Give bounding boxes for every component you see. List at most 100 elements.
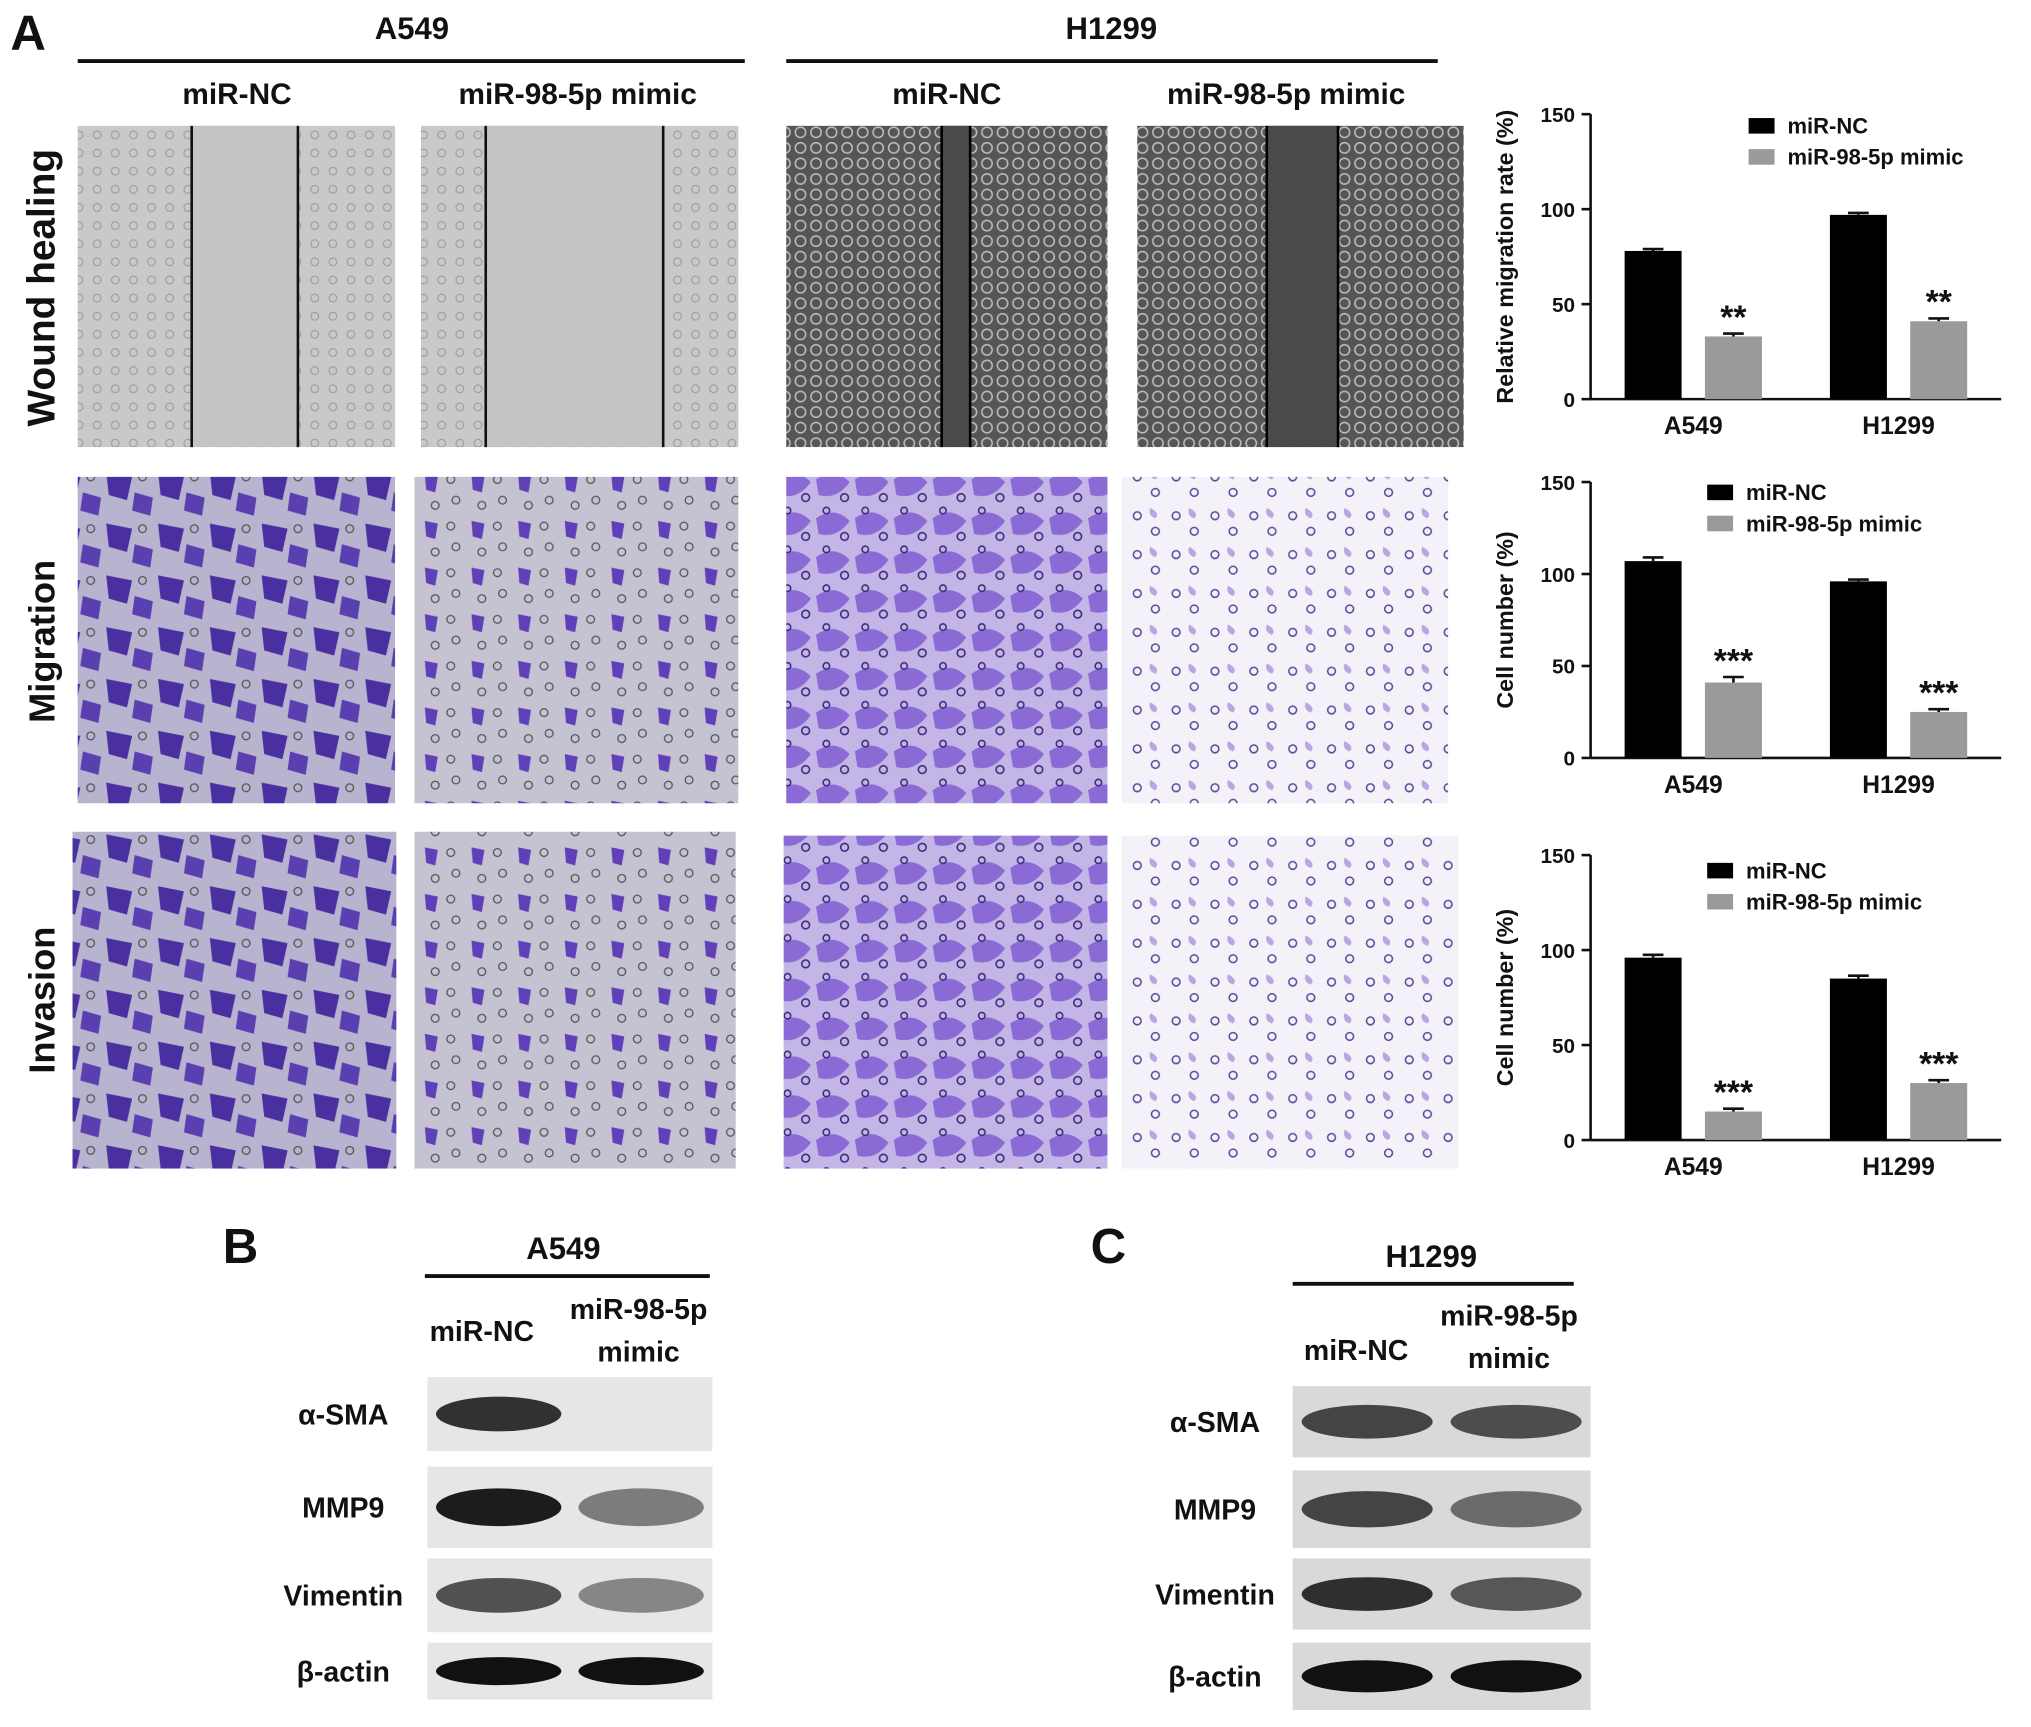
significance: ** (1720, 299, 1747, 336)
legend-swatch (1707, 515, 1734, 532)
significance: *** (1919, 1046, 1959, 1083)
condition: miR-98-5p mimic (459, 78, 697, 111)
micrograph (414, 831, 736, 1169)
bar (1704, 1111, 1762, 1141)
protein-label: β-actin (1168, 1662, 1261, 1694)
western-blots: B A549 miR-NC miR-98-5p mimic α-SMA MMP9 Viment… (223, 1219, 1591, 1710)
wound-gap (941, 125, 971, 448)
micrograph (414, 476, 739, 804)
protein-label: α-SMA (298, 1399, 388, 1431)
bar (1829, 978, 1887, 1141)
wound-gap (1266, 125, 1339, 448)
significance: *** (1919, 675, 1959, 712)
y-tick-label: 150 (1540, 104, 1575, 127)
y-tick-label: 100 (1540, 199, 1575, 222)
blot-band (1450, 1404, 1582, 1439)
blot-band (1301, 1404, 1433, 1439)
error-bar (1642, 247, 1664, 251)
legend-label: miR-NC (1787, 114, 1868, 139)
legend-swatch (1748, 118, 1775, 134)
legend-label: miR-98-5p mimic (1787, 145, 1963, 170)
legend-swatch (1707, 484, 1734, 501)
y-axis-label: Cell number (%) (1492, 531, 1518, 708)
error-bar (1848, 578, 1869, 582)
error-bar (1723, 1107, 1744, 1112)
bar (1704, 682, 1762, 758)
protein-label: MMP9 (1174, 1495, 1256, 1527)
x-tick-label: H1299 (1862, 413, 1935, 440)
error-bar (1928, 317, 1950, 322)
micrograph (72, 831, 397, 1169)
y-tick-label: 0 (1564, 389, 1576, 412)
lane-label: miR-NC (430, 1316, 534, 1348)
micrograph (1121, 476, 1449, 804)
blot-band (578, 1577, 704, 1613)
assay-label: Wound healing (20, 149, 63, 427)
protein-label: Vimentin (1155, 1579, 1275, 1611)
bar (1910, 711, 1968, 758)
y-tick-label: 50 (1552, 1035, 1575, 1058)
panel-label: C (1091, 1219, 1127, 1274)
y-tick-label: 150 (1540, 472, 1575, 495)
error-bar (1928, 707, 1950, 712)
condition: miR-NC (892, 78, 1001, 111)
error-bar (1642, 953, 1664, 958)
cell-line: A549 (526, 1231, 600, 1266)
significance: *** (1714, 643, 1754, 680)
lane-label: miR-98-5p (1440, 1300, 1578, 1332)
micrographs (72, 125, 1464, 1169)
assay-label: Migration (21, 560, 62, 723)
panel-label: A (10, 5, 46, 60)
bar (1624, 250, 1682, 400)
y-tick-label: 0 (1564, 1130, 1576, 1153)
micrograph (783, 835, 1108, 1169)
bar (1624, 561, 1682, 758)
bar (1910, 321, 1968, 400)
x-tick-label: H1299 (1862, 1154, 1935, 1181)
panel-label: B (223, 1219, 259, 1274)
cell-line: H1299 (1385, 1239, 1477, 1274)
error-bar (1928, 1078, 1950, 1084)
bar (1624, 957, 1682, 1141)
blot-band (1301, 1577, 1433, 1611)
condition: miR-98-5p mimic (1167, 78, 1405, 111)
blot-band (1450, 1577, 1582, 1611)
y-tick-label: 100 (1540, 564, 1575, 587)
lane-label: mimic (597, 1337, 679, 1369)
y-tick-label: 50 (1552, 656, 1575, 679)
bar (1704, 336, 1762, 400)
legend-swatch (1707, 862, 1734, 879)
assay-label: Invasion (21, 927, 62, 1074)
legend-label: miR-NC (1746, 480, 1827, 505)
wound-gap (485, 125, 664, 448)
y-tick-label: 150 (1540, 845, 1575, 868)
protein-label: Vimentin (283, 1581, 403, 1613)
micrograph (1121, 835, 1459, 1169)
error-bar (1723, 675, 1744, 683)
x-tick-label: A549 (1664, 772, 1723, 799)
bar (1829, 214, 1887, 400)
y-axis-label: Relative migration rate (%) (1492, 110, 1518, 404)
significance: *** (1714, 1075, 1754, 1112)
error-bar (1642, 556, 1664, 562)
blot-band (578, 1657, 704, 1686)
x-tick-label: A549 (1664, 413, 1723, 440)
y-tick-label: 50 (1552, 294, 1575, 317)
bar (1829, 581, 1887, 758)
x-tick-label: H1299 (1862, 772, 1935, 799)
legend-label: miR-NC (1746, 858, 1827, 883)
blot-band (1301, 1491, 1433, 1528)
legend-swatch (1748, 149, 1775, 165)
blot-band (435, 1657, 562, 1686)
condition: miR-NC (182, 78, 291, 111)
y-tick-label: 0 (1564, 748, 1576, 771)
x-tick-label: A549 (1664, 1154, 1723, 1181)
bar (1910, 1083, 1968, 1141)
lane-label: mimic (1468, 1343, 1550, 1375)
micrograph (77, 476, 396, 804)
y-tick-label: 100 (1540, 940, 1575, 963)
y-axis-label: Cell number (%) (1492, 909, 1518, 1086)
micrograph (786, 476, 1108, 804)
error-bar (1848, 974, 1869, 979)
